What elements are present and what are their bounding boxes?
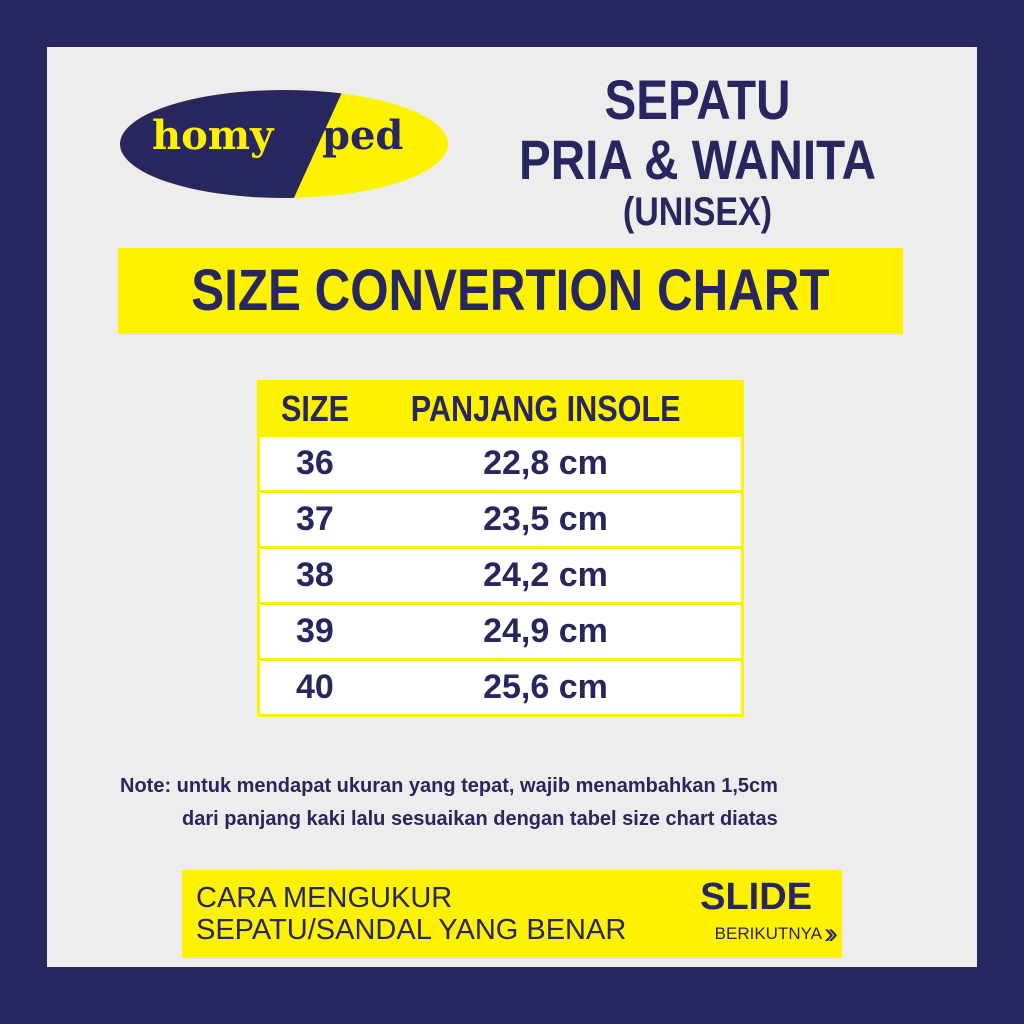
howto-line2: SEPATU/SANDAL YANG BENAR [196, 914, 627, 946]
size-cell: 36 [296, 444, 334, 482]
size-cell: 39 [296, 612, 334, 650]
logo-text-left: homy [152, 112, 274, 159]
table-row: 37 23,5 cm [257, 493, 744, 549]
banner-text: SIZE CONVERTION CHART [191, 258, 830, 323]
note-line1: Note: untuk mendapat ukuran yang tepat, … [120, 775, 778, 797]
howto-text: CARA MENGUKUR SEPATU/SANDAL YANG BENAR [196, 882, 626, 946]
size-cell: 38 [296, 556, 334, 594]
insole-cell: 24,2 cm [483, 556, 608, 594]
insole-cell: 23,5 cm [483, 500, 608, 538]
title-line3: (UNISEX) [622, 190, 773, 234]
note-line2: dari panjang kaki lalu sesuaikan dengan … [182, 808, 778, 830]
slide-label: SLIDE [700, 876, 812, 918]
next-slide-banner: CARA MENGUKUR SEPATU/SANDAL YANG BENAR S… [182, 870, 842, 958]
product-title: SEPATU PRIA & WANITA (UNISEX) [470, 68, 925, 234]
insole-cell: 25,6 cm [483, 668, 608, 706]
table-row: 40 25,6 cm [257, 661, 744, 717]
table-row: 38 24,2 cm [257, 549, 744, 605]
homyped-logo: homy ped [120, 90, 448, 198]
table-row: 36 22,8 cm [257, 437, 744, 493]
header-size: SIZE [281, 387, 350, 429]
double-chevron-right-icon: ›› [824, 917, 838, 950]
logo-text-right: ped [322, 112, 404, 159]
next-label-group: BERIKUTNYA ›› [714, 917, 838, 950]
size-cell: 40 [296, 668, 334, 706]
note: Note: untuk mendapat ukuran yang tepat, … [120, 770, 778, 836]
title-line2: PRIA & WANITA [519, 128, 876, 191]
title-line1: SEPATU [604, 68, 791, 131]
insole-cell: 24,9 cm [483, 612, 608, 650]
size-cell: 37 [296, 500, 334, 538]
insole-cell: 22,8 cm [483, 444, 608, 482]
next-label: BERIKUTNYA [714, 924, 823, 943]
chart-banner: SIZE CONVERTION CHART [118, 248, 903, 334]
header-insole: PANJANG INSOLE [410, 387, 681, 429]
table-row: 39 24,9 cm [257, 605, 744, 661]
table-header: SIZE PANJANG INSOLE [257, 380, 744, 437]
size-table: SIZE PANJANG INSOLE 36 22,8 cm 37 23,5 cm 38… [257, 380, 744, 717]
howto-line1: CARA MENGUKUR [196, 882, 453, 914]
